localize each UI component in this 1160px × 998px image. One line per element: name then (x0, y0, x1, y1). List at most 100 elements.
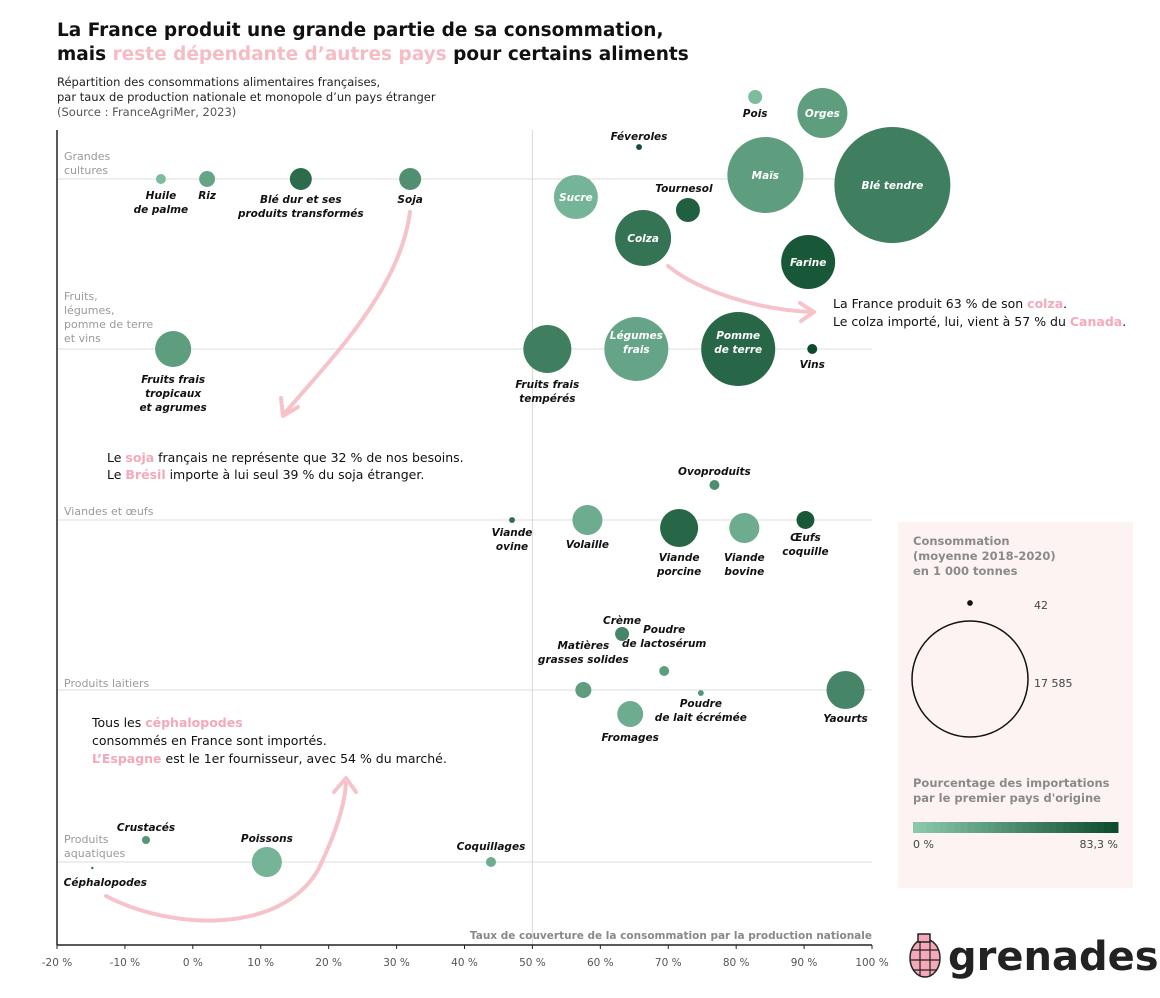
bubble[interactable] (727, 136, 804, 214)
bubble-label: Poissons (241, 833, 293, 845)
bubble[interactable] (807, 344, 818, 354)
legend-color-title: Pourcentage des importations (913, 776, 1110, 790)
bubble-label: Fruits frais (141, 374, 205, 386)
bubble-label: Sucre (559, 192, 593, 204)
category-label: cultures (64, 164, 108, 177)
x-tick-label: 80 % (723, 957, 750, 969)
bubble[interactable] (797, 87, 848, 139)
bubble-label: Viande (492, 527, 533, 539)
bubble[interactable] (199, 171, 216, 187)
color-scale-step (1077, 822, 1085, 833)
bubble-label: Pois (743, 108, 768, 120)
bubble[interactable] (729, 512, 760, 544)
title-line-2: mais reste dépendante d’autres pays pour… (57, 44, 689, 65)
bubble[interactable] (675, 198, 700, 222)
bubble[interactable] (399, 168, 422, 190)
bubble-label: Poudre (680, 698, 722, 710)
bubble[interactable] (660, 508, 699, 548)
x-tick-label: 100 % (855, 957, 888, 969)
bubble[interactable] (141, 835, 151, 845)
bubble-label: de terre (714, 344, 762, 356)
color-scale-step (947, 822, 955, 833)
arrow-head-icon (798, 301, 816, 323)
bubble[interactable] (701, 311, 776, 387)
annotation-text: Tous les céphalopodes (91, 715, 243, 730)
color-scale-step (1001, 822, 1010, 833)
bubble[interactable] (659, 666, 670, 676)
bubble-label: Coquillages (457, 841, 526, 853)
bubble[interactable] (572, 504, 603, 536)
category-label: Grandes (64, 150, 111, 163)
annotations: La France produit 63 % de son colza. Le c… (91, 296, 1126, 766)
bubble[interactable] (155, 330, 192, 368)
bubble[interactable] (615, 209, 672, 267)
bubble-label: Féveroles (611, 131, 668, 143)
subtitle-line-2: par taux de production nationale et mono… (57, 90, 436, 104)
color-scale-step (988, 822, 996, 833)
color-scale-step (933, 822, 941, 833)
bubble[interactable] (575, 681, 592, 699)
color-scale-step (974, 822, 982, 833)
annotation-text: La France produit 63 % de son colza. (833, 296, 1067, 311)
bubble[interactable] (826, 670, 865, 710)
bubble-label: porcine (656, 566, 701, 578)
bubble-label: Yaourts (823, 713, 868, 725)
bubble[interactable] (697, 690, 704, 696)
bubble-label: bovine (724, 566, 764, 578)
color-scale-step (1063, 822, 1071, 833)
bubble-label: Viande (659, 552, 700, 564)
bubble-label: Poudre (643, 624, 685, 636)
x-tick-label: 40 % (451, 957, 478, 969)
bubble[interactable] (748, 90, 763, 104)
legend-size-title: en 1 000 tonnes (913, 564, 1018, 578)
bubble[interactable] (834, 127, 951, 243)
color-scale-step (1008, 822, 1016, 833)
color-scale-step (1029, 822, 1037, 833)
color-scale-step (1111, 822, 1119, 833)
bubble[interactable] (523, 325, 572, 373)
bubble[interactable] (486, 857, 496, 867)
bubble[interactable] (604, 317, 669, 381)
bubble-label: Orges (805, 108, 840, 120)
bubble[interactable] (615, 627, 630, 641)
x-tick-label: 30 % (383, 957, 410, 969)
bubble-label: Huile (146, 190, 177, 202)
category-label: légumes, (64, 304, 115, 317)
bubble-label: Ovoproduits (678, 466, 751, 478)
bubble[interactable] (636, 144, 642, 150)
bubble[interactable] (709, 480, 720, 490)
annotation-text: consommés en France sont importés. (92, 733, 327, 748)
annotation-text: L’Espagne est le 1er fournisseur, avec 5… (92, 751, 447, 766)
x-tick-label: 90 % (791, 957, 818, 969)
bubble-label: de lactosérum (622, 638, 706, 650)
bubble[interactable] (251, 846, 282, 878)
category-label: aquatiques (64, 847, 126, 860)
color-scale-step (1022, 822, 1030, 833)
bubble[interactable] (289, 168, 312, 190)
category-label: Viandes et œufs (64, 505, 154, 518)
legend-color-max: 83,3 % (1080, 838, 1118, 851)
annotation-arrow (104, 780, 348, 923)
bubble[interactable] (91, 866, 94, 870)
color-scale-step (926, 822, 934, 833)
bubble[interactable] (796, 511, 815, 529)
x-tick-label: 20 % (315, 957, 342, 969)
bubble-label: Volaille (566, 539, 609, 551)
bubble-label: Blé dur et ses (260, 194, 342, 206)
bubble[interactable] (155, 174, 166, 184)
color-scale-step (1090, 822, 1098, 833)
bubble-label: coquille (782, 546, 828, 558)
bubble-label: ovine (496, 541, 528, 553)
bubble-label: de palme (134, 204, 189, 216)
bubble[interactable] (617, 701, 644, 727)
legend-color-title: par le premier pays d'origine (913, 791, 1101, 805)
bubble[interactable] (781, 235, 836, 289)
category-label: Fruits, (64, 290, 98, 303)
color-scale-step (954, 822, 962, 833)
bubble-label: et agrumes (139, 402, 206, 414)
bubble[interactable] (509, 517, 515, 523)
color-scale-step (1097, 822, 1105, 833)
bubble[interactable] (553, 175, 598, 219)
bubble-label: Colza (627, 233, 659, 245)
